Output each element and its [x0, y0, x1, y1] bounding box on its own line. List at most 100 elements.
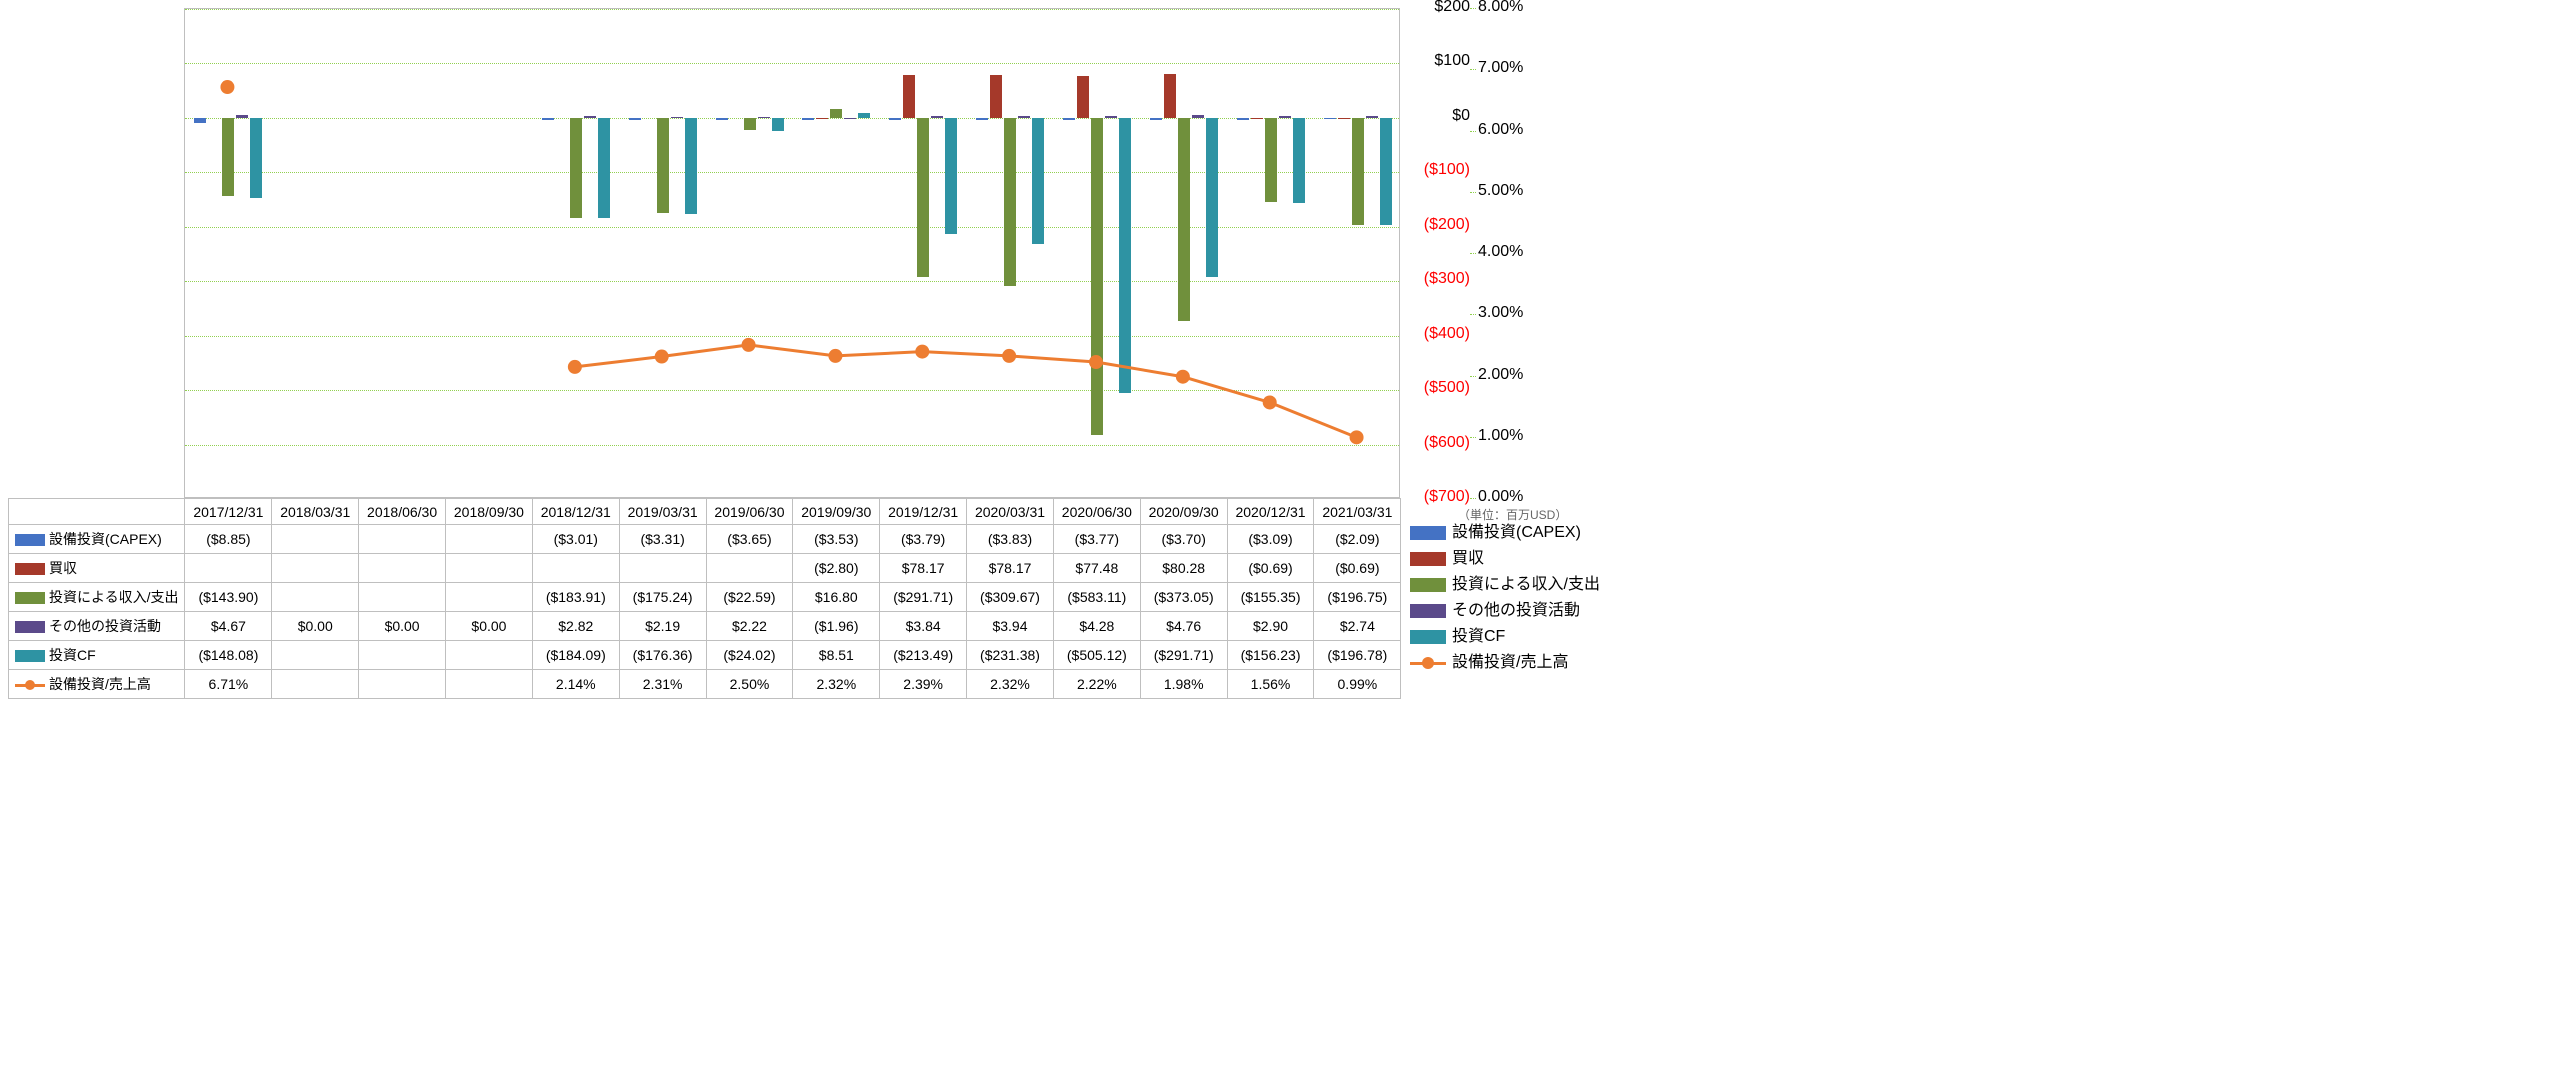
table-cell: ($184.09)	[532, 641, 619, 670]
table-cell: 2.14%	[532, 670, 619, 699]
y2-tick-label: 1.00%	[1478, 427, 1523, 445]
table-cell: ($3.53)	[793, 525, 880, 554]
capex-bar	[194, 118, 206, 123]
table-cell	[272, 525, 359, 554]
table-cell	[359, 641, 446, 670]
table-cell: 2.32%	[793, 670, 880, 699]
table-cell	[272, 583, 359, 612]
gridline-y2-ext	[1470, 376, 1476, 377]
table-cell	[272, 670, 359, 699]
invio-bar	[1091, 118, 1103, 435]
capex-bar	[976, 118, 988, 120]
category-header: 2018/06/30	[359, 499, 446, 525]
other-bar	[931, 116, 943, 118]
invcf-swatch	[15, 650, 45, 662]
capex-bar	[1237, 118, 1249, 120]
table-cell: ($143.90)	[185, 583, 272, 612]
table-cell: ($0.69)	[1227, 554, 1314, 583]
gridline-y2-ext	[1470, 131, 1476, 132]
row-header: その他の投資活動	[9, 612, 185, 641]
other-bar	[1279, 116, 1291, 118]
table-cell: ($155.35)	[1227, 583, 1314, 612]
buyout-legend-swatch	[1410, 552, 1446, 566]
table-cell: ($196.75)	[1314, 583, 1401, 612]
table-row: 買収($2.80)$78.17$78.17$77.48$80.28($0.69)…	[9, 554, 1401, 583]
table-cell	[446, 641, 533, 670]
table-cell: ($505.12)	[1053, 641, 1140, 670]
invcf-legend-label: 投資CF	[1452, 624, 1505, 650]
other-row-label: その他の投資活動	[49, 618, 161, 634]
ratio-legend-swatch	[1410, 662, 1446, 665]
invio-legend-label: 投資による収入/支出	[1452, 572, 1600, 598]
table-cell: $4.76	[1140, 612, 1227, 641]
row-header: 設備投資/売上高	[9, 670, 185, 699]
category-header: 2017/12/31	[185, 499, 272, 525]
invio-swatch	[15, 592, 45, 604]
data-table: 2017/12/312018/03/312018/06/302018/09/30…	[8, 498, 1401, 699]
invcf-bar	[250, 118, 262, 199]
invio-bar	[1178, 118, 1190, 321]
table-cell: 6.71%	[185, 670, 272, 699]
category-header: 2018/09/30	[446, 499, 533, 525]
table-cell: 2.39%	[880, 670, 967, 699]
table-cell: ($3.09)	[1227, 525, 1314, 554]
row-header: 投資CF	[9, 641, 185, 670]
capex-bar	[889, 118, 901, 120]
table-cell: $2.82	[532, 612, 619, 641]
table-cell: ($213.49)	[880, 641, 967, 670]
table-row: 投資による収入/支出($143.90)($183.91)($175.24)($2…	[9, 583, 1401, 612]
table-cell: $16.80	[793, 583, 880, 612]
capex-legend-label: 設備投資(CAPEX)	[1452, 520, 1581, 546]
table-cell: $0.00	[446, 612, 533, 641]
table-cell: $3.94	[967, 612, 1054, 641]
y2-tick-label: 2.00%	[1478, 366, 1523, 384]
buyout-bar	[816, 118, 828, 120]
table-cell	[359, 583, 446, 612]
table-cell: ($148.08)	[185, 641, 272, 670]
category-header: 2020/03/31	[967, 499, 1054, 525]
gridline-y2-ext	[1470, 69, 1476, 70]
buyout-row-label: 買収	[49, 560, 77, 576]
table-cell: 2.31%	[619, 670, 706, 699]
y2-tick-label: 0.00%	[1478, 488, 1523, 506]
gridline-y2-ext	[1470, 314, 1476, 315]
y1-tick-label: $100	[1404, 52, 1470, 70]
y2-tick-label: 6.00%	[1478, 121, 1523, 139]
capex-bar	[716, 118, 728, 120]
legend-item: その他の投資活動	[1410, 598, 1600, 624]
category-header: 2019/03/31	[619, 499, 706, 525]
invio-bar	[657, 118, 669, 213]
invcf-row-label: 投資CF	[49, 647, 96, 663]
other-bar	[1105, 116, 1117, 118]
table-cell: ($231.38)	[967, 641, 1054, 670]
table-cell: $4.28	[1053, 612, 1140, 641]
table-cell	[359, 525, 446, 554]
y2-tick-label: 4.00%	[1478, 243, 1523, 261]
table-cell: 0.99%	[1314, 670, 1401, 699]
table-cell: ($176.36)	[619, 641, 706, 670]
buyout-bar	[990, 75, 1002, 118]
capex-row-label: 設備投資(CAPEX)	[49, 531, 162, 547]
buyout-bar	[1077, 76, 1089, 118]
invcf-legend-swatch	[1410, 630, 1446, 644]
invio-bar	[222, 118, 234, 196]
table-cell	[272, 641, 359, 670]
other-bar	[1192, 115, 1204, 118]
invcf-bar	[1032, 118, 1044, 244]
invio-bar	[570, 118, 582, 218]
table-cell: ($1.96)	[793, 612, 880, 641]
invio-bar	[744, 118, 756, 130]
ratio-row-label: 設備投資/売上高	[49, 676, 151, 692]
category-header: 2021/03/31	[1314, 499, 1401, 525]
table-cell: ($373.05)	[1140, 583, 1227, 612]
table-cell: ($22.59)	[706, 583, 793, 612]
category-header: 2019/06/30	[706, 499, 793, 525]
buyout-bar	[903, 75, 915, 118]
table-cell: $2.19	[619, 612, 706, 641]
legend-item: 買収	[1410, 546, 1600, 572]
table-cell: $3.84	[880, 612, 967, 641]
investing-cf-chart: $200$100$0($100)($200)($300)($400)($500)…	[0, 0, 2553, 1071]
table-cell: $2.22	[706, 612, 793, 641]
table-cell	[446, 525, 533, 554]
table-cell: $77.48	[1053, 554, 1140, 583]
